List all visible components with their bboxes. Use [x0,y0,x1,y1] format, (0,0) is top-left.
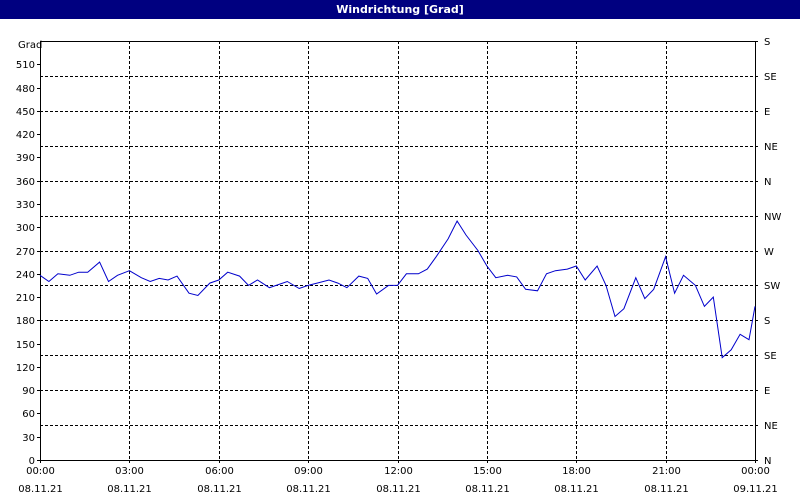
direction-tick-label: NE [764,421,778,432]
wind-direction-line [39,219,756,359]
direction-tick-label: S [764,316,770,327]
direction-tick-label: SE [764,72,777,83]
direction-tick-label: E [764,386,770,397]
x-tick-date-label: 08.11.21 [286,484,331,495]
direction-tick-label: W [764,247,774,258]
y-tick-label: 90 [22,386,35,397]
x-tick-time-label: 03:00 [115,466,144,477]
y-tick-labels: 0 30 60 90 120 150 180 210 240 270 300 330 360 390 420… [16,60,40,467]
x-tick-date-label: 08.11.21 [197,484,242,495]
y-axis-label: Grad [18,40,42,51]
y-tick-label: 390 [16,153,35,164]
x-tick-time-label: 00:00 [26,466,55,477]
y-tick-label: 420 [16,130,35,141]
x-tick-time-label: 12:00 [384,466,413,477]
wind-direction-chart: Grad 0 30 60 90 120 150 180 210 240 270 300 330 360 3… [16,37,782,495]
direction-tick-label: NE [764,142,778,153]
direction-tick-label: N [764,177,771,188]
y-tick-label: 30 [22,433,35,444]
x-tick-time-label: 21:00 [652,466,681,477]
y-tick-label: 60 [22,409,35,420]
x-tick-date-label: 08.11.21 [107,484,152,495]
window-title: Windrichtung [Grad] [0,0,800,19]
x-tick-time-label: 15:00 [473,466,502,477]
y-tick-label: 210 [16,293,35,304]
y-tick-label: 510 [16,60,35,71]
x-tick-time-label: 09:00 [294,466,323,477]
y-tick-label: 150 [16,340,35,351]
y-tick-label: 360 [16,177,35,188]
y-tick-label: 450 [16,107,35,118]
x-tick-date-label: 08.11.21 [376,484,421,495]
y-tick-label: 270 [16,247,35,258]
x-tick-date-label: 08.11.21 [18,484,63,495]
x-tick-date-label: 08.11.21 [554,484,599,495]
y-tick-label: 480 [16,84,35,95]
chart-frame: Grad 0 30 60 90 120 150 180 210 240 270 300 330 360 3… [0,19,800,500]
x-tick-date-label: 09.11.21 [733,484,778,495]
y-tick-label: 300 [16,223,35,234]
direction-tick-label: SE [764,351,777,362]
x-tick-date-label: 08.11.21 [644,484,689,495]
x-tick-time-label: 00:00 [741,466,770,477]
grid [40,41,756,461]
direction-tick-label: S [764,37,770,48]
direction-tick-label: E [764,107,770,118]
x-tick-time-label: 06:00 [205,466,234,477]
y-tick-label: 330 [16,200,35,211]
y-tick-label: 240 [16,270,35,281]
direction-tick-label: SW [764,281,780,292]
direction-tick-label: N [764,456,771,467]
y-tick-label: 0 [29,456,35,467]
direction-tick-labels: N NE E SE S SW W NW N NE E SE S [755,37,781,467]
x-tick-time-label: 18:00 [562,466,591,477]
y-tick-label: 120 [16,363,35,374]
x-tick-date-label: 08.11.21 [465,484,510,495]
direction-tick-label: NW [764,212,781,223]
y-tick-label: 180 [16,316,35,327]
x-tick-labels: 00:00 08.11.21 03:00 08.11.21 06:00 08.11.21 0… [18,460,778,495]
